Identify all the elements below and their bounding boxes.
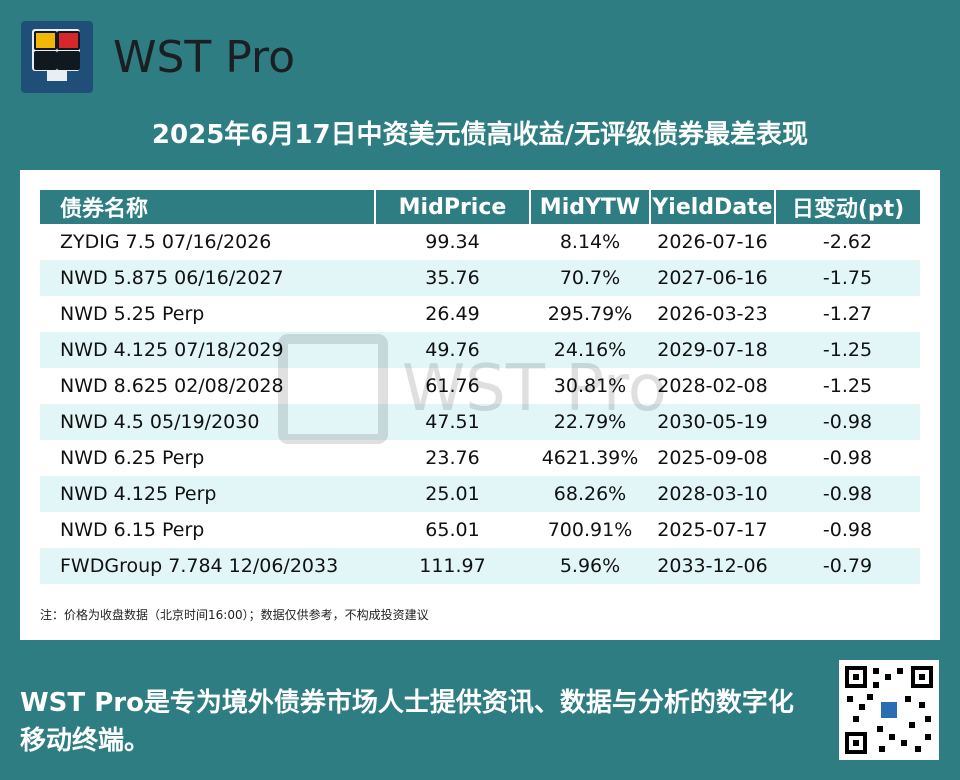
mid-price-cell: 25.01 [375,476,530,512]
table-row: NWD 4.125 07/18/2029 49.76 24.16% 2029-0… [40,332,920,368]
daily-change-cell: -0.98 [822,447,873,469]
brand-name: WST Pro [113,31,296,83]
bond-table: 债券名称 MidPrice MidYTW YieldDate 日变动(pt) Z… [40,190,920,584]
mid-ytw-cell: 24.16% [530,332,650,368]
mid-price-cell: 23.76 [425,447,480,469]
bond-name-cell: NWD 4.125 07/18/2029 [40,332,375,368]
table-row: NWD 6.25 Perp 23.76 4621.39% 2025-09-08 … [40,440,920,476]
header-yield-date: YieldDate [650,190,776,224]
mid-ytw-cell: 295.79% [547,303,633,325]
yield-date-cell: 2028-02-08 [657,375,768,397]
yield-date-cell: 2027-06-16 [650,260,775,296]
footer-tagline: WST Pro是专为境外债券市场人士提供资讯、数据与分析的数字化移动终端。 [20,688,794,756]
disclaimer-note: 注：价格为收盘数据（北京时间16:00）；数据仅供参考，不构成投资建议 [40,608,429,622]
daily-change-cell: -1.25 [775,332,920,368]
mid-ytw-cell: 700.91% [547,519,633,541]
yield-date-cell: 2025-09-08 [657,447,768,469]
table-row: NWD 5.25 Perp 26.49 295.79% 2026-03-23 -… [40,296,920,332]
bond-name-cell: NWD 6.25 Perp [60,447,205,469]
header-bond-name: 债券名称 [40,190,376,224]
table-row: NWD 6.15 Perp 65.01 700.91% 2025-07-17 -… [40,512,920,548]
daily-change-cell: -0.98 [822,519,873,541]
daily-change-cell: -1.75 [775,260,920,296]
header: WST Pro [21,21,295,93]
daily-change-cell: -1.27 [822,303,873,325]
table-row: NWD 4.5 05/19/2030 47.51 22.79% 2030-05-… [40,404,920,440]
yield-date-cell: 2025-07-17 [657,519,768,541]
mid-ytw-cell: 30.81% [553,375,627,397]
page-title: 2025年6月17日中资美元债高收益/无评级债券最差表现 [151,120,809,150]
table-panel: 债券名称 MidPrice MidYTW YieldDate 日变动(pt) Z… [20,170,940,640]
table-row: NWD 8.625 02/08/2028 61.76 30.81% 2028-0… [40,368,920,404]
wst-logo-icon [21,21,93,93]
daily-change-cell: -0.98 [775,476,920,512]
header-mid-price: MidPrice [375,190,531,224]
mid-price-cell: 61.76 [425,375,480,397]
mid-ytw-cell: 4621.39% [541,447,639,469]
table-row: FWDGroup 7.784 12/06/2033 111.97 5.96% 2… [40,548,920,584]
mid-price-cell: 111.97 [375,548,530,584]
bond-name-cell: NWD 6.15 Perp [60,519,205,541]
mid-price-cell: 99.34 [425,231,480,253]
yield-date-cell: 2030-05-19 [650,404,775,440]
yield-date-cell: 2026-07-16 [657,231,768,253]
bond-name-cell: ZYDIG 7.5 07/16/2026 [60,231,272,253]
bond-name-cell: NWD 5.25 Perp [60,303,205,325]
table-header-row: 债券名称 MidPrice MidYTW YieldDate 日变动(pt) [40,190,920,224]
mid-price-cell: 65.01 [425,519,480,541]
header-mid-ytw: MidYTW [530,190,651,224]
mid-ytw-cell: 8.14% [559,231,621,253]
mid-price-cell: 47.51 [375,404,530,440]
yield-date-cell: 2033-12-06 [650,548,775,584]
mid-ytw-cell: 22.79% [530,404,650,440]
daily-change-cell: -0.98 [775,404,920,440]
daily-change-cell: -0.79 [775,548,920,584]
mid-ytw-cell: 5.96% [530,548,650,584]
bond-name-cell: NWD 4.5 05/19/2030 [40,404,375,440]
yield-date-cell: 2028-03-10 [650,476,775,512]
table-row: ZYDIG 7.5 07/16/2026 99.34 8.14% 2026-07… [40,224,920,260]
mid-price-cell: 49.76 [375,332,530,368]
qr-code-icon [839,660,939,760]
daily-change-cell: -1.25 [822,375,873,397]
bond-name-cell: NWD 5.875 06/16/2027 [40,260,375,296]
bond-name-cell: NWD 4.125 Perp [40,476,375,512]
table-row: NWD 4.125 Perp 25.01 68.26% 2028-03-10 -… [40,476,920,512]
bond-name-cell: FWDGroup 7.784 12/06/2033 [40,548,375,584]
mid-price-cell: 26.49 [425,303,480,325]
bond-name-cell: NWD 8.625 02/08/2028 [60,375,284,397]
mid-ytw-cell: 70.7% [530,260,650,296]
yield-date-cell: 2029-07-18 [650,332,775,368]
qr-center-logo-icon [879,700,899,720]
mid-price-cell: 35.76 [375,260,530,296]
mid-ytw-cell: 68.26% [530,476,650,512]
daily-change-cell: -2.62 [822,231,873,253]
yield-date-cell: 2026-03-23 [657,303,768,325]
table-row: NWD 5.875 06/16/2027 35.76 70.7% 2027-06… [40,260,920,296]
header-daily-change: 日变动(pt) [775,190,920,224]
